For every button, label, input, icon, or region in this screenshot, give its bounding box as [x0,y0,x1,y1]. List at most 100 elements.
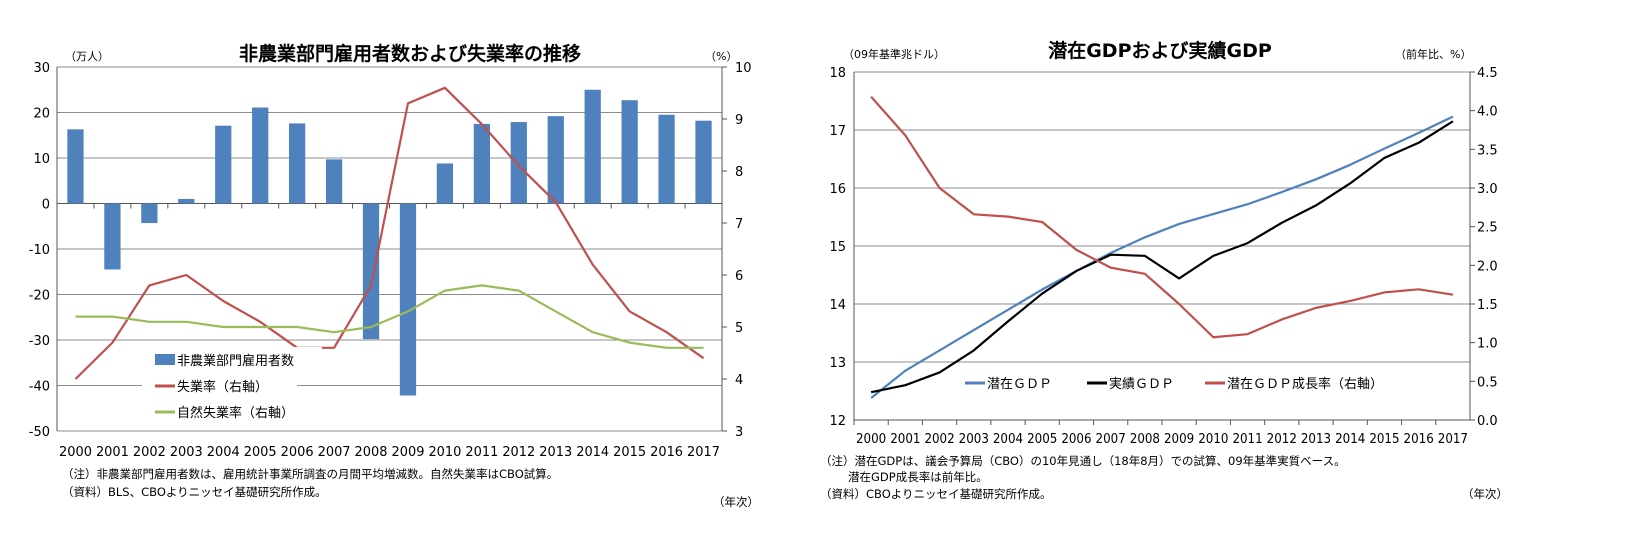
x-tick-label: 2008 [1130,432,1160,447]
x-tick-label: 2015 [1369,432,1399,447]
x-tick-label: 2001 [890,432,920,447]
series-line-right-2 [870,96,1454,339]
right-tick-label: 9 [735,113,743,128]
left-tick-label: 18 [829,66,846,81]
x-tick-label: 2000 [856,432,886,447]
right-tick-label: 3 [735,425,743,440]
bar-2017 [695,120,712,204]
x-tick-label: 2010 [1198,432,1228,447]
left-tick-label: -50 [29,425,50,440]
x-tick-label: 2016 [650,445,683,460]
x-tick-label: 2012 [1267,432,1297,447]
bar-2004 [215,125,232,204]
left-x-unit: （年次） [713,495,759,509]
right-axis-unit-right: （前年比、%） [1395,47,1471,61]
left-tick-label: 13 [829,356,846,371]
x-tick-label: 2006 [281,445,314,460]
right-tick-label: 0.0 [1477,414,1498,429]
x-tick-label: 2005 [1027,432,1057,447]
bar-2011 [473,123,490,204]
right-tick-label: 6 [735,269,743,284]
x-tick-label: 2009 [392,445,425,460]
x-tick-label: 2017 [687,445,720,460]
left-tick-label: 30 [33,61,50,76]
right-axis-unit-left: （%） [705,50,737,63]
left-tick-label: 15 [829,240,846,255]
right-tick-label: 0.5 [1477,375,1498,390]
x-tick-label: 2007 [318,445,351,460]
bar-2006 [289,123,306,204]
x-tick-label: 2007 [1096,432,1126,447]
bar-2014 [584,89,601,204]
right-tick-label: 8 [735,165,743,180]
bar-2000 [67,129,84,204]
right-tick-label: 2.5 [1477,221,1498,236]
bar-2003 [178,198,195,204]
right-source: （資料）CBOよりニッセイ基礎研究所作成。 [820,487,1052,501]
bar-2010 [436,163,454,204]
right-tick-label: 4.0 [1477,105,1498,120]
x-tick-label: 2005 [244,445,277,460]
chart-title-left: 非農業部門雇用者数および失業率の推移 [239,42,581,65]
x-tick-label: 2013 [539,445,572,460]
right-note-1: （注）潜在GDPは、議会予算局（CBO）の10年見通し（18年8月）での試算、0… [820,454,1346,468]
legend-label: 潜在ＧＤＰ [987,377,1052,392]
right-tick-label: 1.5 [1477,298,1498,313]
right-note-2: 潜在GDP成長率は前年比。 [848,470,988,484]
series-line-left-1 [74,86,705,380]
legend-label: 自然失業率（右軸） [177,405,294,421]
x-tick-label: 2017 [1438,432,1468,447]
x-tick-label: 2011 [465,445,498,460]
x-tick-label: 2006 [1061,432,1091,447]
legend-label: 非農業部門雇用者数 [177,353,294,369]
x-tick-label: 2009 [1164,432,1194,447]
right-tick-label: 1.0 [1477,337,1498,352]
left-tick-label: -40 [29,380,50,395]
x-tick-label: 2010 [428,445,461,460]
bar-2008 [362,203,380,340]
right-tick-label: 3.5 [1477,143,1498,158]
bar-2009 [399,203,417,396]
left-tick-label: 16 [829,182,846,197]
x-tick-label: 2014 [1335,432,1365,447]
right-tick-label: 10 [735,61,752,76]
bar-2012 [510,122,527,204]
right-x-unit: （年次） [1462,487,1508,501]
bar-2007 [325,159,343,204]
x-tick-label: 2002 [924,432,954,447]
x-tick-label: 2008 [355,445,388,460]
x-tick-label: 2011 [1232,432,1262,447]
right-tick-label: 7 [735,217,743,232]
x-tick-label: 2000 [59,445,92,460]
left-tick-label: 12 [829,414,846,429]
series-line-right-0 [870,115,1454,399]
series-line-right-1 [870,120,1454,394]
left-tick-label: 10 [33,152,50,167]
left-note: （注）非農業部門雇用者数は、雇用統計事業所調査の月間平均増減数。自然失業率はCB… [62,467,559,481]
x-tick-label: 2013 [1301,432,1331,447]
left-source: （資料）BLS、CBOよりニッセイ基礎研究所作成。 [62,485,327,499]
legend-label: 実績ＧＤＰ [1109,376,1174,392]
legend-label: 潜在ＧＤＰ成長率（右軸） [1227,376,1383,392]
left-axis-unit-right: （09年基準兆ドル） [843,47,945,61]
right-tick-label: 4 [735,373,743,388]
bar-2013 [547,116,564,204]
left-tick-label: 14 [829,298,846,313]
x-tick-label: 2016 [1404,432,1434,447]
left-tick-label: 20 [33,107,50,122]
right-tick-label: 3.0 [1477,182,1498,197]
left-tick-label: -10 [29,243,50,258]
bar-2015 [621,100,638,204]
legend-label: 失業率（右軸） [177,379,268,395]
left-axis-unit-left: （万人） [65,50,109,63]
bar-2016 [658,114,675,204]
series-line-left-2 [75,284,704,349]
left-tick-label: 17 [829,124,846,139]
bar-2001 [104,203,121,270]
x-tick-label: 2014 [576,445,609,460]
right-tick-label: 5 [735,321,743,336]
legend-swatch [155,354,175,365]
x-tick-label: 2015 [613,445,646,460]
chart-title-right: 潜在GDPおよび実績GDP [1048,39,1272,62]
